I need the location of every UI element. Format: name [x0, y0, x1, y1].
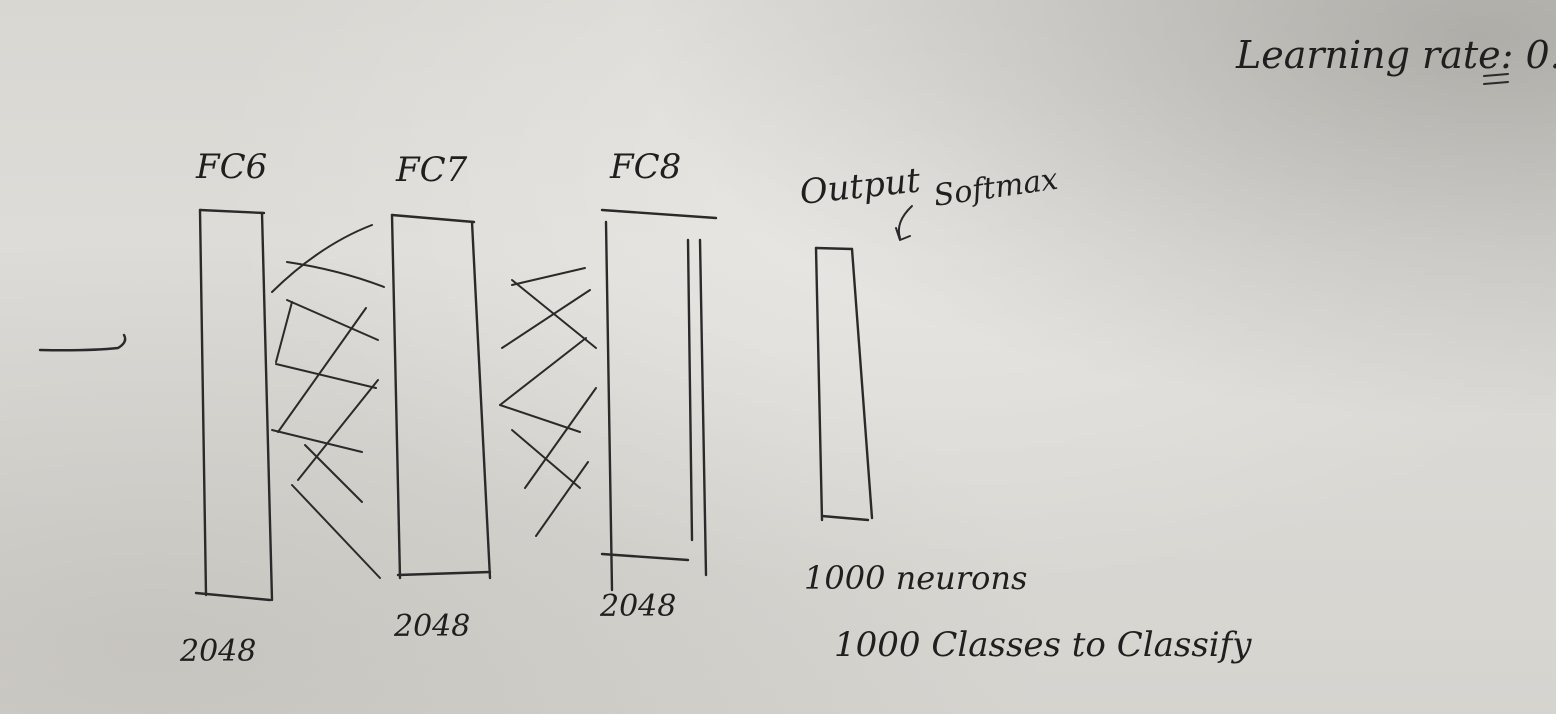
learning-rate-note: Learning rate: 0.01: [1236, 33, 1556, 77]
fc7-neuron-count: 2048: [394, 609, 471, 644]
output-class-count: 1000 Classes to Classify: [834, 625, 1252, 665]
fc7-label: FC7: [396, 150, 468, 190]
fc8-neuron-count: 2048: [600, 589, 677, 624]
fc6-layer-box: [194, 208, 274, 602]
fc8-label: FC8: [610, 147, 682, 187]
input-arrow: [38, 333, 127, 352]
fc7-layer-box: [390, 213, 492, 580]
fc8-layer-box: [600, 208, 718, 592]
fc6-fc7-connections: [271, 224, 385, 579]
softmax-arrow: [895, 205, 913, 241]
output-neuron-count: 1000 neurons: [804, 559, 1028, 597]
fc6-neuron-count: 2048: [180, 634, 257, 669]
fc7-fc8-connections: [499, 267, 597, 537]
fc6-label: FC6: [196, 147, 268, 187]
output-layer-box: [814, 246, 874, 522]
learning-rate-underline: [1483, 73, 1509, 85]
